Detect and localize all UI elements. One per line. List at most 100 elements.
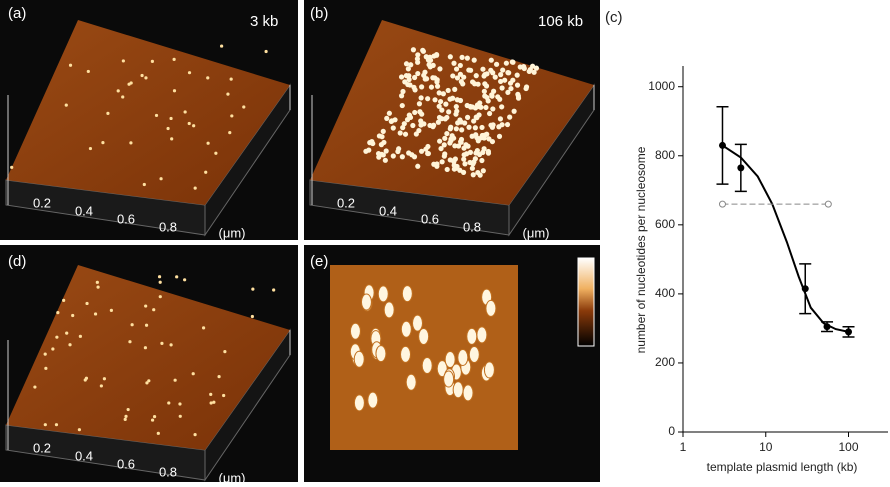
particle bbox=[474, 115, 479, 120]
particle bbox=[155, 114, 158, 117]
nucleosome bbox=[406, 374, 416, 390]
particle bbox=[486, 98, 491, 103]
particle bbox=[448, 125, 453, 130]
particle bbox=[455, 75, 460, 80]
figure: (a) 3 kb (b) 106 kb (d) (e) (c) number o… bbox=[0, 0, 890, 482]
particle bbox=[404, 73, 409, 78]
particle bbox=[487, 111, 492, 116]
particle bbox=[387, 111, 392, 116]
particle bbox=[220, 44, 223, 47]
particle bbox=[425, 96, 430, 101]
particle bbox=[167, 401, 170, 404]
particle bbox=[89, 147, 92, 150]
particle bbox=[222, 394, 225, 397]
axis-tick-label: 0.8 bbox=[463, 219, 481, 234]
particle bbox=[412, 110, 417, 115]
particle bbox=[406, 66, 411, 71]
particle bbox=[212, 401, 215, 404]
particle bbox=[465, 115, 470, 120]
particle bbox=[454, 66, 459, 71]
particle bbox=[85, 377, 88, 380]
particle bbox=[460, 81, 465, 86]
particle bbox=[470, 134, 475, 139]
particle bbox=[432, 97, 437, 102]
particle bbox=[128, 340, 131, 343]
nucleosome bbox=[463, 385, 473, 401]
particle bbox=[144, 346, 147, 349]
particle bbox=[431, 53, 436, 58]
particle bbox=[454, 126, 459, 131]
particle bbox=[415, 56, 420, 61]
particle bbox=[438, 99, 443, 104]
particle bbox=[391, 153, 396, 158]
particle bbox=[169, 343, 172, 346]
axis-unit: (μm) bbox=[219, 470, 246, 482]
particle bbox=[206, 76, 209, 79]
particle bbox=[178, 402, 181, 405]
nucleosome bbox=[477, 327, 487, 343]
particle bbox=[158, 275, 161, 278]
particle bbox=[145, 324, 148, 327]
y-axis-label: number of nucleotides per nucleosome bbox=[634, 146, 648, 353]
particle bbox=[450, 96, 455, 101]
nucleosome bbox=[376, 346, 386, 362]
y-tick-label: 1000 bbox=[648, 79, 675, 93]
particle bbox=[188, 71, 191, 74]
particle bbox=[431, 162, 436, 167]
particle bbox=[418, 122, 423, 127]
particle bbox=[44, 423, 47, 426]
axis-tick-label: 0.4 bbox=[75, 448, 93, 463]
particle bbox=[151, 60, 154, 63]
particle bbox=[499, 104, 504, 109]
particle bbox=[94, 312, 97, 315]
nucleosome bbox=[368, 392, 378, 408]
particle bbox=[498, 72, 503, 77]
particle bbox=[505, 122, 510, 127]
particle bbox=[444, 131, 449, 136]
nucleosome bbox=[384, 302, 394, 318]
particle bbox=[500, 67, 505, 72]
particle bbox=[490, 139, 495, 144]
particle bbox=[117, 89, 120, 92]
particle bbox=[391, 125, 396, 130]
particle bbox=[143, 183, 146, 186]
nucleosome bbox=[469, 347, 479, 363]
particle bbox=[87, 70, 90, 73]
particle bbox=[446, 109, 451, 114]
particle bbox=[101, 141, 104, 144]
particle bbox=[400, 103, 405, 108]
particle bbox=[479, 125, 484, 130]
particle bbox=[482, 93, 487, 98]
particle bbox=[10, 166, 13, 169]
particle bbox=[127, 408, 130, 411]
particle bbox=[412, 87, 417, 92]
particle bbox=[78, 428, 81, 431]
nucleosome bbox=[401, 346, 411, 362]
particle bbox=[505, 90, 510, 95]
annotation: 106 kb bbox=[538, 13, 583, 30]
axis-tick-label: 0.8 bbox=[159, 464, 177, 479]
particle bbox=[106, 112, 109, 115]
particle bbox=[68, 343, 71, 346]
particle bbox=[51, 347, 54, 350]
nucleosome bbox=[419, 328, 429, 344]
particle bbox=[207, 142, 210, 145]
particle bbox=[417, 101, 422, 106]
particle bbox=[173, 58, 176, 61]
particle bbox=[499, 85, 504, 90]
particle bbox=[192, 124, 195, 127]
particle bbox=[476, 138, 481, 143]
particle bbox=[473, 150, 478, 155]
particle bbox=[412, 75, 417, 80]
particle bbox=[417, 109, 422, 114]
particle bbox=[140, 74, 143, 77]
particle bbox=[379, 134, 384, 139]
particle bbox=[475, 104, 480, 109]
axis-unit: (μm) bbox=[523, 225, 550, 240]
y-tick-label: 800 bbox=[655, 148, 675, 162]
particle bbox=[251, 315, 254, 318]
particle bbox=[152, 308, 155, 311]
particle bbox=[147, 379, 150, 382]
particle bbox=[515, 73, 520, 78]
particle bbox=[482, 146, 487, 151]
